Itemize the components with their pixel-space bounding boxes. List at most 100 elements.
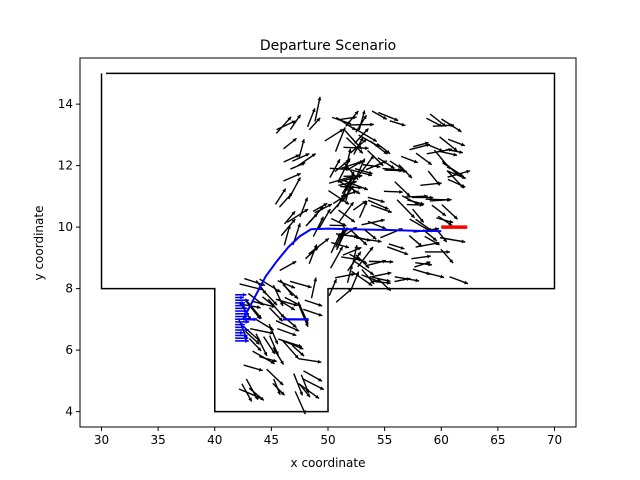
sample-arrow-shaft	[278, 338, 303, 348]
sample-arrow	[378, 111, 399, 122]
x-tick-label: 35	[150, 433, 165, 447]
sample-arrow-head	[406, 192, 411, 197]
sample-arrow-head	[414, 201, 419, 205]
sample-arrow-shaft	[396, 199, 416, 219]
sample-arrow	[414, 261, 431, 268]
sample-arrow	[289, 280, 312, 289]
sample-arrow	[362, 163, 381, 169]
sample-arrow	[272, 382, 286, 396]
sample-arrow	[277, 298, 296, 311]
sample-arrow-head	[291, 211, 296, 216]
sample-arrow-head	[263, 351, 268, 356]
sample-arrow-head	[361, 158, 366, 163]
start-sample-arrow	[235, 292, 247, 297]
sample-arrow-head	[426, 271, 431, 276]
sample-arrow-head	[363, 201, 368, 206]
start-sample-arrow-head	[244, 336, 249, 341]
start-pose-arrow	[282, 317, 309, 322]
sample-arrow	[262, 296, 276, 308]
sample-arrow	[291, 344, 305, 357]
sample-arrow	[344, 130, 363, 150]
sample-arrow	[356, 158, 366, 177]
sample-arrow	[442, 162, 464, 177]
chart-title: Departure Scenario	[260, 38, 396, 54]
sample-arrow	[343, 162, 359, 181]
sample-arrow-head	[453, 147, 458, 151]
sample-arrow-head	[258, 367, 263, 372]
sample-arrow	[324, 128, 344, 142]
sample-arrow	[398, 164, 413, 179]
sample-arrow-head	[424, 141, 429, 146]
sample-arrow-head	[271, 303, 276, 308]
sample-arrow-shaft	[303, 370, 323, 382]
sample-arrow-shaft	[352, 259, 375, 276]
sample-arrow-head	[368, 170, 373, 175]
sample-arrow-shaft	[238, 388, 262, 400]
sample-arrow	[330, 246, 344, 269]
sample-arrow-head	[410, 214, 415, 218]
sample-arrow	[306, 108, 316, 128]
sample-arrow-head	[376, 164, 381, 169]
sample-arrow-head	[304, 209, 309, 213]
start-sample-arrow	[235, 314, 248, 319]
sample-arrow-head	[442, 122, 446, 127]
goal-pose-arrow-head	[463, 225, 468, 230]
sample-arrow-head	[292, 323, 297, 328]
sample-arrow	[304, 299, 323, 307]
sample-arrow	[358, 110, 366, 131]
sample-arrow-shaft	[365, 160, 388, 171]
x-tick-label: 55	[377, 433, 392, 447]
sample-arrow-shaft	[361, 219, 385, 226]
sample-arrow-head	[354, 245, 359, 249]
sample-arrow	[367, 149, 384, 167]
sample-arrow	[368, 259, 394, 264]
sample-arrow-head	[419, 203, 424, 207]
sample-arrow-head	[296, 173, 301, 177]
sample-arrow-head	[384, 205, 389, 210]
sample-arrow-head	[293, 302, 298, 307]
sample-arrow-head	[450, 123, 455, 128]
sample-arrow	[342, 246, 362, 256]
sample-arrow-head	[299, 391, 303, 396]
trajectory-line	[242, 227, 442, 320]
start-sample-arrow	[235, 333, 248, 338]
sample-arrow-shaft	[275, 320, 300, 332]
sample-arrow-head	[319, 206, 324, 211]
sample-arrow	[394, 181, 411, 197]
sample-arrow-head	[461, 175, 466, 179]
sample-arrow	[431, 204, 447, 217]
sample-arrow	[350, 271, 360, 291]
sample-arrow	[328, 278, 338, 296]
sample-arrow	[314, 203, 333, 214]
sample-arrow-head	[342, 223, 347, 228]
sample-arrow	[283, 137, 297, 150]
sample-arrow-shaft	[314, 96, 321, 122]
sample-arrow	[439, 150, 458, 157]
sample-arrow-head	[294, 354, 299, 359]
sample-arrow-shaft	[252, 350, 275, 365]
sample-arrow-shaft	[369, 272, 392, 278]
sample-arrow-head	[365, 146, 369, 151]
sample-arrow-head	[333, 279, 337, 284]
sample-arrow-shaft	[289, 280, 312, 289]
sample-arrow-head	[295, 154, 300, 159]
sample-arrow-shaft	[409, 218, 433, 233]
sample-arrow-head	[280, 360, 284, 365]
sample-arrow-head	[399, 166, 404, 171]
sample-arrow-head	[318, 377, 323, 382]
sample-arrow	[329, 158, 341, 178]
sample-arrow	[411, 254, 431, 260]
sample-arrow	[429, 197, 452, 202]
sample-arrow	[252, 350, 275, 365]
sample-arrow-head	[336, 159, 340, 164]
sample-arrow-head	[259, 396, 264, 401]
sample-arrow-head	[299, 345, 304, 350]
sample-arrow-head	[291, 219, 296, 223]
sample-arrow-shaft	[255, 333, 268, 357]
start-sample-arrow-head	[245, 328, 250, 332]
sample-arrow-head	[363, 186, 368, 191]
sample-arrow-head	[383, 150, 388, 155]
start-sample-arrow-head	[241, 325, 246, 330]
sample-arrow-head	[461, 183, 466, 188]
